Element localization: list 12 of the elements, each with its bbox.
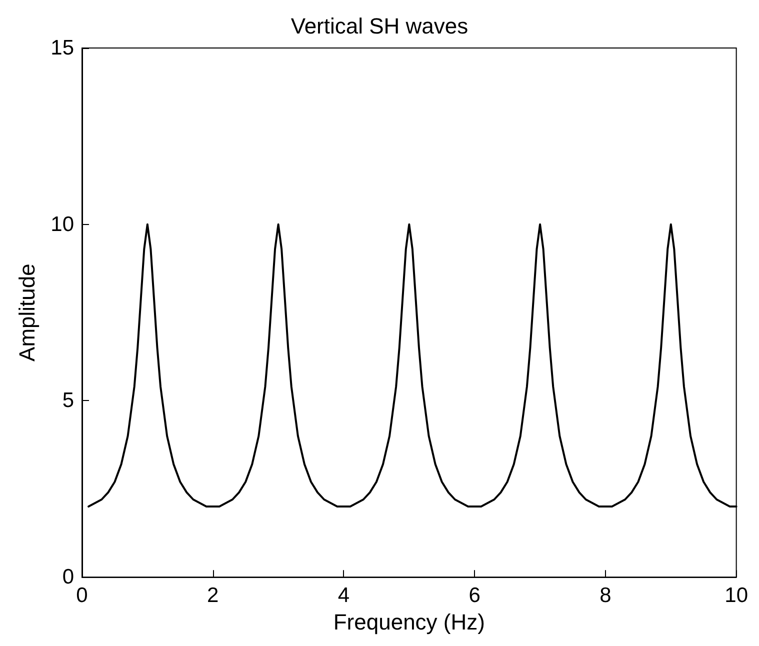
x-tick-label: 4 [338, 584, 350, 608]
x-tick-label: 6 [468, 584, 480, 608]
x-tick-label: 2 [207, 584, 219, 608]
y-tick-label: 5 [62, 389, 74, 412]
y-tick-label: 10 [50, 212, 74, 236]
chart-title: Vertical SH waves [290, 14, 468, 38]
x-axis-title: Frequency (Hz) [333, 610, 485, 634]
y-tick-label: 15 [50, 36, 74, 60]
y-tick-label: 0 [62, 566, 74, 589]
x-tick-label: 10 [724, 584, 748, 608]
y-axis-title: Amplitude [14, 264, 40, 362]
x-tick-label: 8 [600, 584, 612, 608]
